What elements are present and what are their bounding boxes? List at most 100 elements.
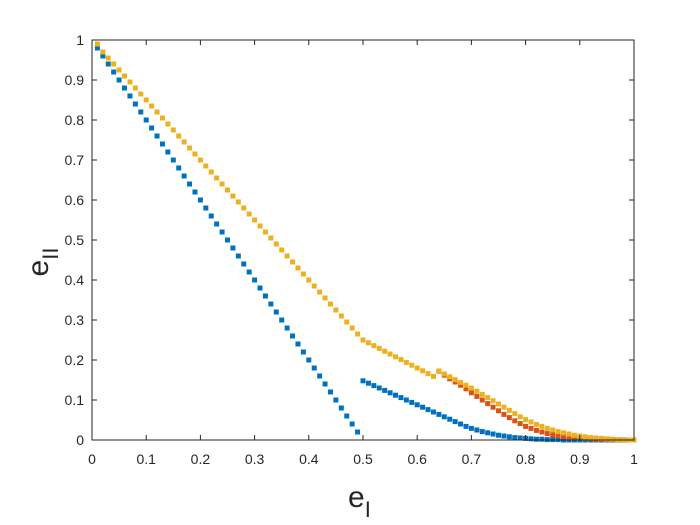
- data-point: [127, 79, 133, 85]
- data-point: [382, 387, 388, 393]
- data-point: [214, 221, 220, 227]
- data-point: [149, 103, 155, 109]
- data-point: [512, 418, 518, 424]
- data-point: [609, 436, 615, 442]
- data-point: [122, 85, 128, 91]
- data-point: [566, 431, 572, 437]
- data-point: [192, 151, 198, 157]
- data-point: [327, 389, 333, 395]
- data-point: [458, 379, 464, 385]
- data-point: [159, 141, 165, 147]
- data-point: [360, 337, 366, 343]
- data-point: [463, 386, 469, 392]
- data-point: [539, 423, 545, 429]
- data-point: [533, 427, 539, 433]
- data-point: [371, 343, 377, 349]
- data-point: [268, 235, 274, 241]
- data-point: [257, 285, 263, 291]
- data-point: [176, 133, 182, 139]
- data-point: [116, 77, 122, 83]
- data-point: [517, 414, 523, 420]
- data-point: [230, 245, 236, 251]
- data-point: [555, 433, 561, 439]
- x-tick-label: 0.9: [570, 451, 590, 467]
- data-point: [468, 390, 474, 396]
- data-point: [208, 169, 214, 175]
- data-point: [571, 432, 577, 438]
- data-point: [409, 362, 415, 368]
- data-point: [447, 374, 453, 380]
- data-point: [252, 217, 258, 223]
- data-point: [490, 398, 496, 404]
- data-point: [138, 91, 144, 97]
- data-point: [165, 121, 171, 127]
- data-point: [550, 427, 556, 433]
- data-point: [111, 69, 117, 75]
- data-point: [452, 377, 458, 383]
- x-tick-label: 0: [88, 451, 96, 467]
- data-point: [290, 333, 296, 339]
- data-point: [561, 430, 567, 436]
- data-point: [246, 211, 252, 217]
- x-tick-label: 0.2: [191, 451, 211, 467]
- data-point: [490, 404, 496, 410]
- data-point: [143, 117, 149, 123]
- y-tick-label: 0.2: [65, 352, 85, 368]
- data-point: [604, 436, 610, 442]
- data-point: [355, 331, 361, 337]
- y-axis-label: eII: [22, 248, 63, 277]
- y-tick-label: 0.3: [65, 312, 85, 328]
- series-1: [94, 45, 637, 443]
- data-point: [436, 411, 442, 417]
- data-point: [306, 357, 312, 363]
- data-point: [387, 351, 393, 357]
- data-point: [279, 317, 285, 323]
- data-point: [154, 133, 160, 139]
- data-point: [214, 175, 220, 181]
- data-point: [474, 388, 480, 394]
- data-point: [393, 392, 399, 398]
- data-point: [561, 433, 567, 439]
- data-point: [523, 417, 529, 423]
- data-point: [295, 341, 301, 347]
- data-point: [344, 413, 350, 419]
- data-point: [382, 348, 388, 354]
- data-point: [197, 197, 203, 203]
- x-tick-label: 0.4: [299, 451, 319, 467]
- data-point: [225, 187, 230, 193]
- data-point: [122, 73, 128, 79]
- data-point: [393, 354, 399, 360]
- data-point: [159, 115, 165, 121]
- data-point: [474, 427, 480, 433]
- data-point: [458, 382, 464, 388]
- data-point: [490, 431, 496, 437]
- data-point: [420, 368, 426, 374]
- data-point: [290, 259, 296, 265]
- data-point: [327, 301, 333, 307]
- data-point: [544, 431, 550, 437]
- data-point: [496, 432, 501, 438]
- data-point: [420, 404, 426, 410]
- data-point: [333, 307, 339, 313]
- data-point: [111, 61, 117, 67]
- data-point: [241, 261, 247, 267]
- x-tick-label: 0.6: [407, 451, 427, 467]
- data-point: [176, 165, 182, 171]
- data-point: [496, 401, 501, 407]
- data-point: [132, 101, 138, 107]
- data-point: [241, 205, 247, 211]
- data-point: [387, 390, 393, 396]
- data-point: [165, 149, 171, 155]
- data-point: [273, 241, 279, 247]
- data-point: [360, 378, 366, 384]
- data-point: [425, 407, 431, 413]
- x-tick-label: 0.7: [462, 451, 482, 467]
- data-point: [398, 395, 404, 401]
- data-point: [300, 349, 306, 355]
- data-point: [333, 397, 339, 403]
- data-point: [517, 435, 523, 441]
- data-point: [430, 409, 436, 415]
- data-point: [170, 127, 176, 133]
- x-tick-label: 0.5: [353, 451, 373, 467]
